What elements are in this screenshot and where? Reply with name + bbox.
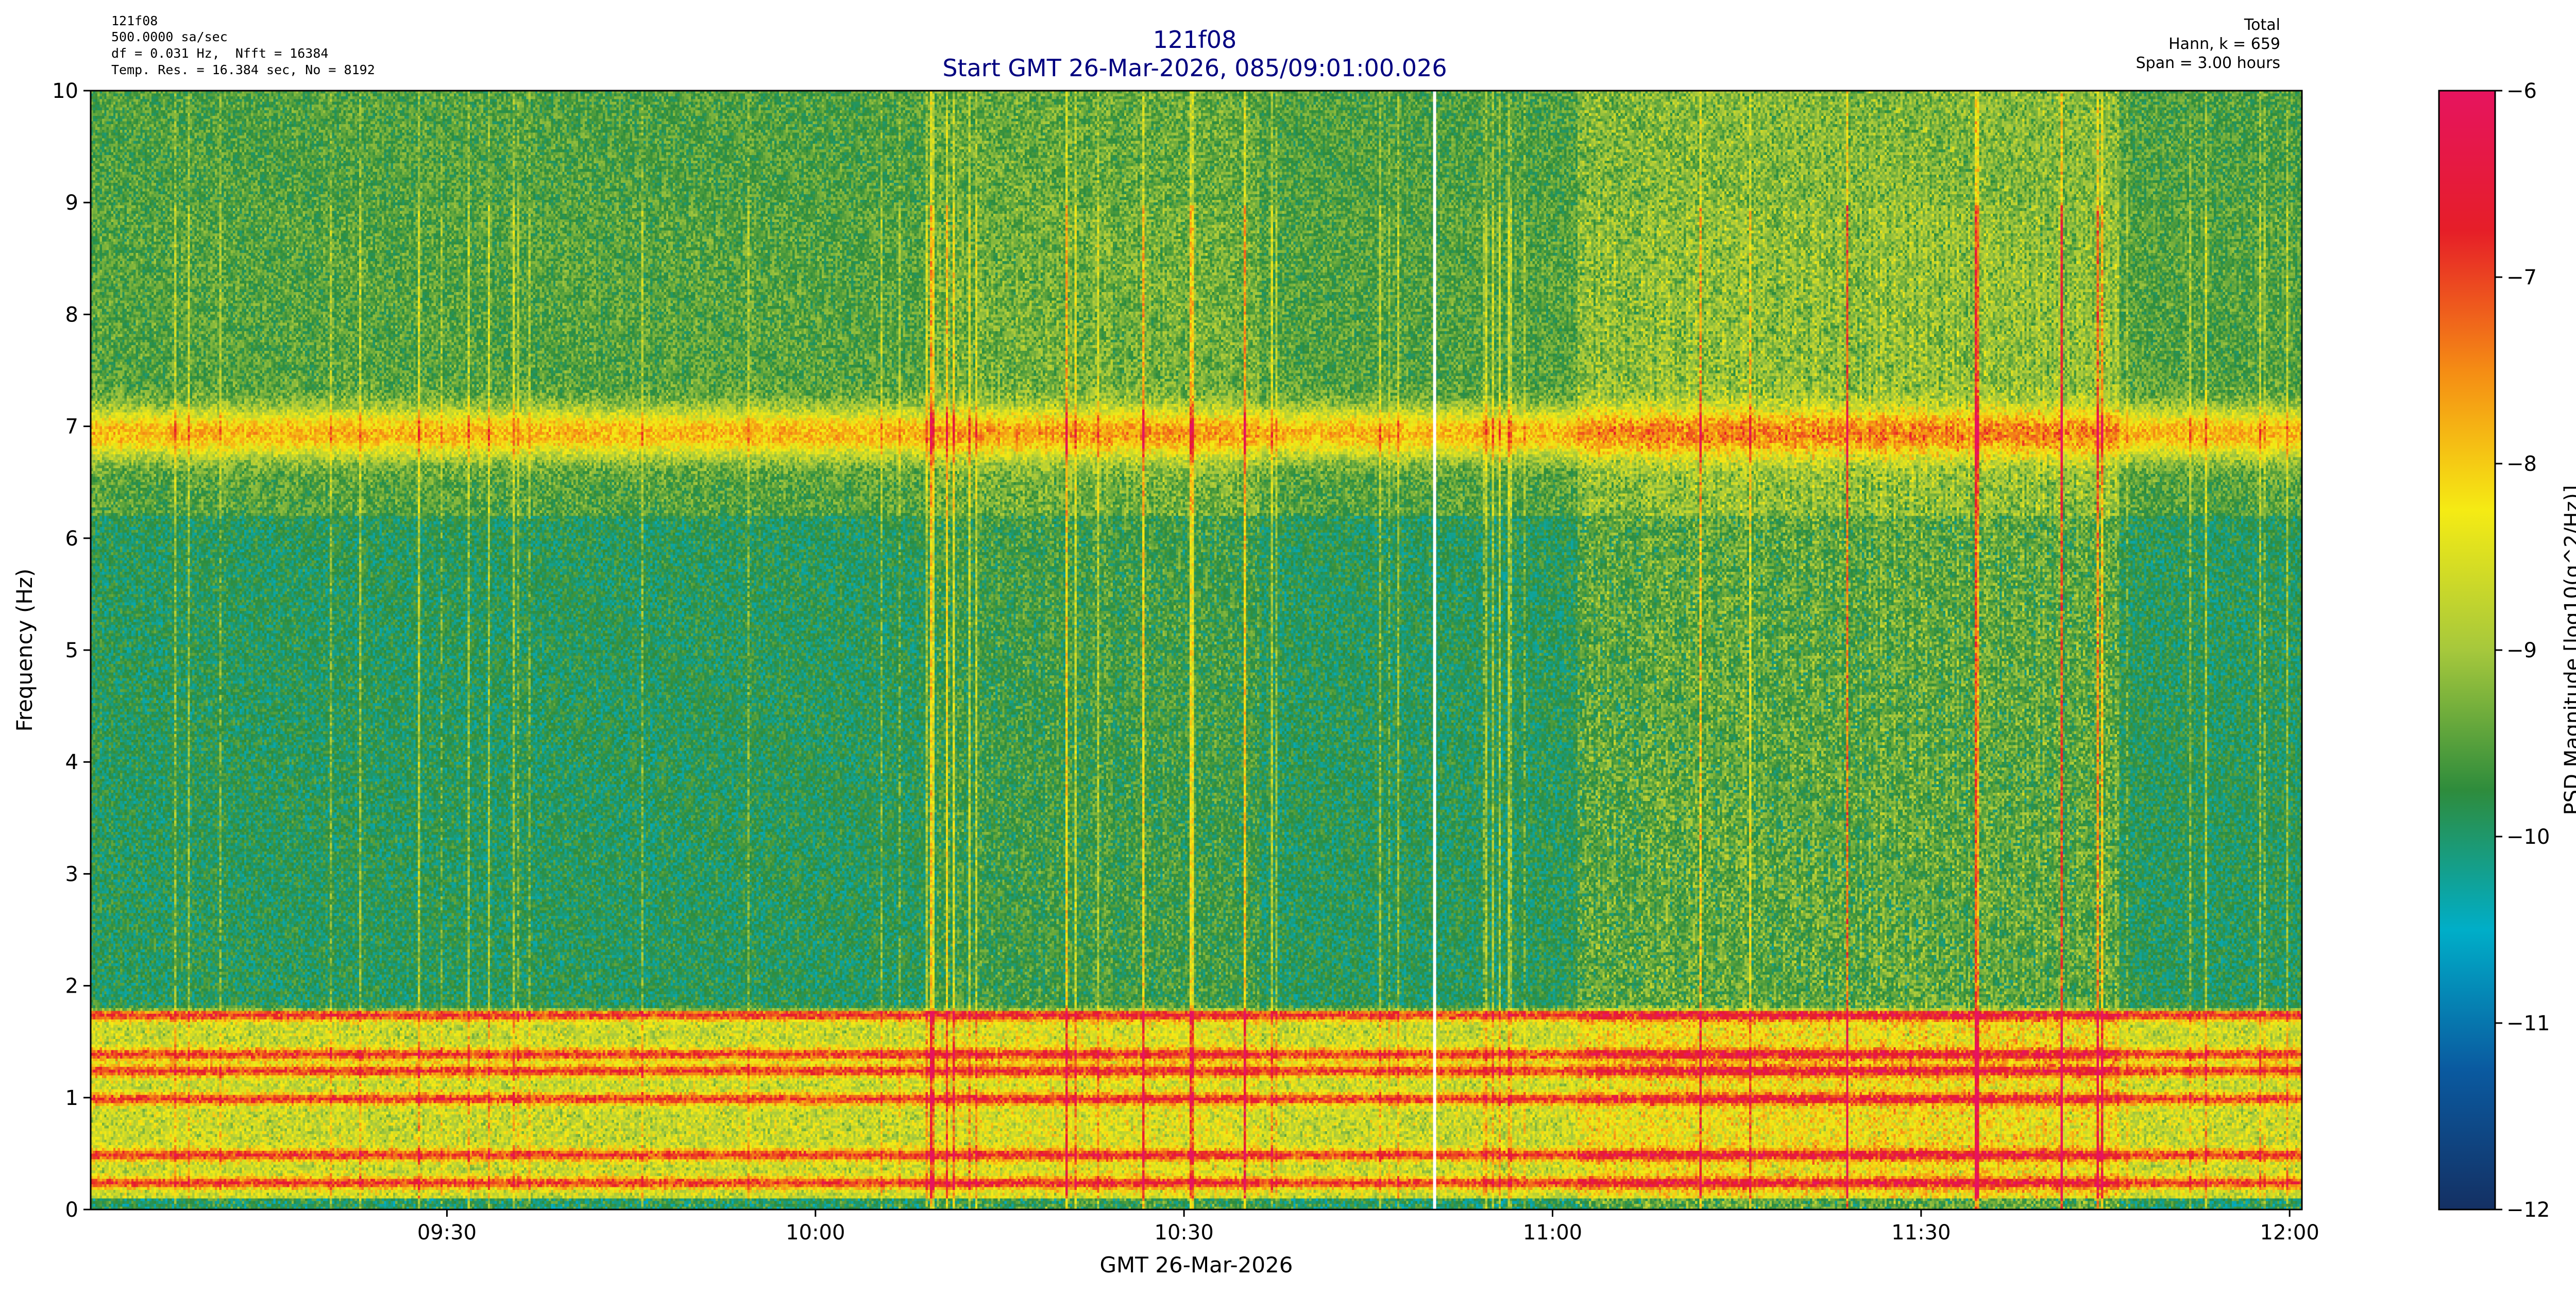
info-left-line: 121f08 — [111, 13, 158, 28]
colorbar-gradient — [2438, 90, 2496, 1211]
title-line-1: 121f08 — [1153, 26, 1237, 54]
y-tick-label: 1 — [65, 1086, 78, 1110]
x-tick-label: 09:30 — [417, 1221, 477, 1245]
x-tick-label: 12:00 — [2260, 1221, 2319, 1245]
x-tick-label: 10:30 — [1155, 1221, 1214, 1245]
y-tick-label: 9 — [65, 191, 78, 215]
y-axis-label: Frequency (Hz) — [12, 569, 37, 732]
x-tick-label: 11:00 — [1523, 1221, 1582, 1245]
y-tick-label: 6 — [65, 527, 78, 551]
y-tick-label: 4 — [65, 751, 78, 774]
y-tick-label: 10 — [52, 79, 78, 103]
colorbar-tick-label: −10 — [2506, 825, 2550, 849]
y-tick-label: 3 — [65, 862, 78, 886]
info-right-line: Hann, k = 659 — [2168, 35, 2280, 53]
title-line-2: Start GMT 26-Mar-2026, 085/09:01:00.026 — [942, 54, 1447, 82]
colorbar-tick-label: −12 — [2506, 1198, 2550, 1222]
colorbar-tick-label: −7 — [2506, 266, 2537, 290]
y-tick-label: 0 — [65, 1198, 78, 1222]
x-axis-label: GMT 26-Mar-2026 — [1100, 1252, 1293, 1278]
info-right: Total Hann, k = 659 Span = 3.00 hours — [2136, 16, 2280, 72]
x-tick-label: 11:30 — [1891, 1221, 1951, 1245]
y-tick-label: 2 — [65, 975, 78, 998]
y-tick-label: 8 — [65, 303, 78, 327]
colorbar-ticks: −6 −7 −8 −9 −10 −11 −12 — [2495, 79, 2550, 1222]
x-axis: 09:30 10:00 10:30 11:00 11:30 12:00 — [417, 1210, 2319, 1245]
y-tick-label: 5 — [65, 639, 78, 662]
colorbar-tick-label: −9 — [2506, 639, 2537, 662]
info-left-line: 500.0000 sa/sec — [111, 29, 228, 44]
info-left-line: Temp. Res. = 16.384 sec, No = 8192 — [111, 62, 375, 77]
plot-area — [90, 90, 2303, 1211]
x-tick-label: 10:00 — [786, 1221, 845, 1245]
chart-title: 121f08 Start GMT 26-Mar-2026, 085/09:01:… — [942, 26, 1447, 82]
colorbar-label: PSD Magnitude [log10(g^2/Hz)] — [2561, 485, 2576, 815]
info-left-line: df = 0.031 Hz, Nfft = 16384 — [111, 46, 328, 61]
info-right-line: Total — [2244, 16, 2280, 34]
colorbar-tick-label: −8 — [2506, 452, 2537, 476]
colorbar-tick-label: −6 — [2506, 79, 2537, 103]
spectrogram-canvas — [91, 91, 2302, 1210]
y-axis: 0 1 2 3 4 5 6 7 8 9 10 — [52, 79, 91, 1222]
info-right-line: Span = 3.00 hours — [2136, 54, 2280, 72]
colorbar-tick-label: −11 — [2506, 1012, 2550, 1035]
colorbar: −6 −7 −8 −9 −10 −11 −12 PSD Magnitude [log10(g… — [2438, 79, 2576, 1222]
info-left: 121f08 500.0000 sa/sec df = 0.031 Hz, Nf… — [111, 13, 375, 77]
y-tick-label: 7 — [65, 415, 78, 439]
